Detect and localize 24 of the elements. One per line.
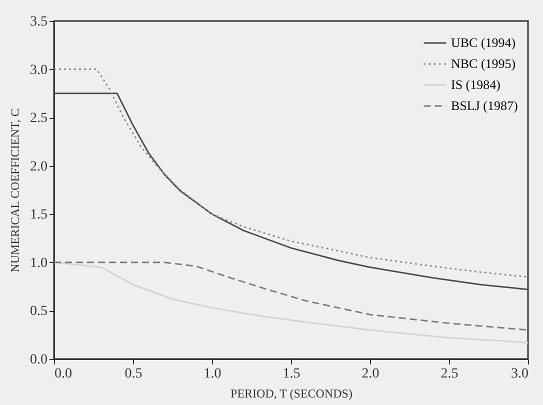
line-series: [53, 262, 529, 344]
y-tick-label: 2.0: [30, 159, 48, 174]
line-series: [53, 92, 529, 290]
y-tick-label: 3.5: [30, 14, 48, 30]
y-tick-label: 2.5: [30, 111, 48, 126]
x-axis-title: PERIOD, T (SECONDS): [230, 386, 352, 400]
x-tick-label: 2.0: [362, 366, 380, 382]
y-axis-title: NUMERICAL COEFFICIENT, C: [8, 108, 22, 272]
x-tick-label: 1.5: [282, 366, 300, 382]
y-tick-label: 0.5: [30, 304, 48, 320]
y-tick-label: 0.0: [30, 352, 48, 368]
x-tick-label: 0.0: [54, 366, 72, 382]
y-tick-label: 1.5: [30, 208, 48, 223]
x-tick-label: 0.5: [124, 366, 142, 382]
y-tick-label: 3.0: [30, 62, 48, 78]
legend-label: NBC (1995): [451, 56, 516, 71]
line-series: [53, 262, 529, 331]
x-tick-label: 2.5: [440, 366, 458, 382]
y-tick-label: 1.0: [30, 256, 48, 271]
legend-label: IS (1984): [451, 77, 500, 92]
x-tick-label: 1.0: [204, 366, 222, 382]
legend-label: BSLJ (1987): [451, 98, 518, 113]
x-tick-label: 3.0: [511, 366, 528, 382]
legend-label: UBC (1994): [451, 35, 516, 50]
